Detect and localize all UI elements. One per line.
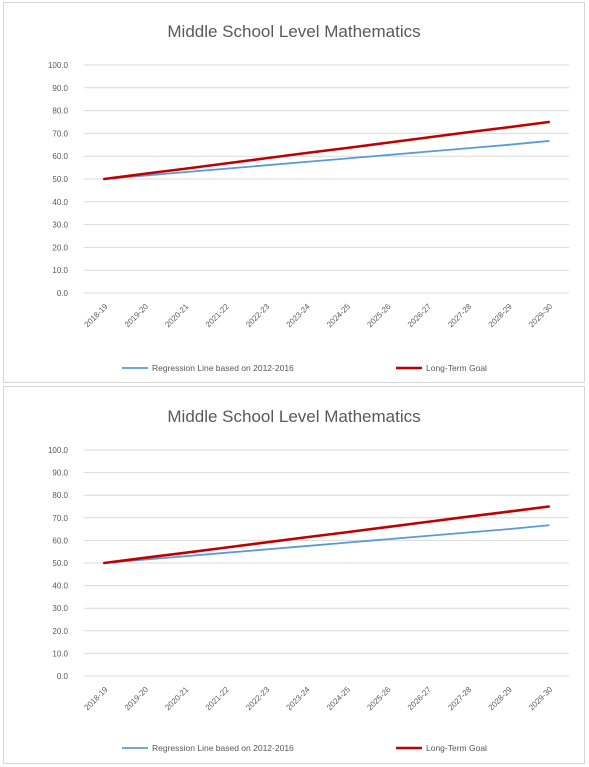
x-tick-label: 2023-24	[285, 685, 313, 713]
legend-label: Regression Line based on 2012-2016	[152, 363, 294, 373]
x-tick-label: 2020-21	[163, 302, 191, 330]
regression-series-line	[103, 524, 550, 564]
y-tick-label: 80.0	[52, 491, 68, 500]
legend-label: Long-Term Goal	[426, 363, 487, 373]
x-tick-label: 2019-20	[123, 685, 151, 713]
y-tick-label: 100.0	[48, 61, 69, 70]
chart-title: Middle School Level Mathematics	[167, 22, 420, 41]
x-tick-label: 2026-27	[406, 685, 434, 713]
x-tick-label: 2026-27	[406, 302, 434, 330]
x-tick-label: 2027-28	[446, 685, 474, 713]
y-tick-label: 100.0	[48, 446, 69, 455]
y-tick-label: 70.0	[52, 129, 68, 138]
x-tick-label: 2028-29	[487, 685, 515, 713]
y-tick-label: 20.0	[52, 243, 68, 252]
y-tick-label: 60.0	[52, 152, 68, 161]
chart-svg-top: Middle School Level Mathematics 0.0 10.0 20…	[48, 22, 569, 373]
y-tick-label: 30.0	[52, 604, 68, 613]
y-tick-label: 10.0	[52, 649, 68, 658]
chart-title: Middle School Level Mathematics	[167, 407, 420, 426]
y-tick-label: 90.0	[52, 84, 68, 93]
y-tick-label: 10.0	[52, 266, 68, 275]
y-tick-label: 0.0	[57, 289, 69, 298]
y-tick-label: 20.0	[52, 627, 68, 636]
x-tick-label: 2024-25	[325, 685, 353, 713]
x-tick-label: 2022-23	[244, 302, 272, 330]
chart-svg-bottom: Middle School Level Mathematics 0.0 10.0 20…	[48, 407, 569, 753]
x-tick-label: 2018-19	[82, 685, 110, 713]
y-tick-label: 0.0	[57, 672, 69, 681]
y-tick-label: 40.0	[52, 582, 68, 591]
x-tick-label: 2029-30	[527, 302, 555, 330]
y-tick-label: 30.0	[52, 221, 68, 230]
x-tick-label: 2028-29	[487, 302, 515, 330]
y-tick-label: 50.0	[52, 559, 68, 568]
long-term-goal-series-line	[102, 505, 551, 565]
legend-label: Regression Line based on 2012-2016	[152, 743, 294, 753]
x-tick-label: 2021-22	[204, 685, 232, 713]
x-tick-label: 2029-30	[527, 685, 555, 713]
legend-label: Long-Term Goal	[426, 743, 487, 753]
y-tick-label: 70.0	[52, 514, 68, 523]
y-tick-label: 60.0	[52, 536, 68, 545]
x-tick-label: 2025-26	[365, 685, 393, 713]
chart-panel-bottom: Middle School Level Mathematics 0.0 10.0 20…	[3, 386, 585, 764]
y-tick-label: 40.0	[52, 198, 68, 207]
x-tick-label: 2020-21	[163, 685, 191, 713]
y-tick-label: 90.0	[52, 469, 68, 478]
x-tick-label: 2021-22	[204, 302, 232, 330]
x-tick-label: 2027-28	[446, 302, 474, 330]
y-tick-label: 80.0	[52, 107, 68, 116]
x-tick-label: 2019-20	[123, 302, 151, 330]
x-tick-label: 2022-23	[244, 685, 272, 713]
long-term-goal-series-line	[102, 120, 551, 181]
x-tick-label: 2018-19	[82, 302, 110, 330]
y-tick-label: 50.0	[52, 175, 68, 184]
chart-panel-top: Middle School Level Mathematics 0.0 10.0 20…	[3, 2, 585, 383]
x-tick-label: 2025-26	[365, 302, 393, 330]
regression-series-line	[103, 140, 550, 180]
x-tick-label: 2024-25	[325, 302, 353, 330]
x-tick-label: 2023-24	[285, 302, 313, 330]
